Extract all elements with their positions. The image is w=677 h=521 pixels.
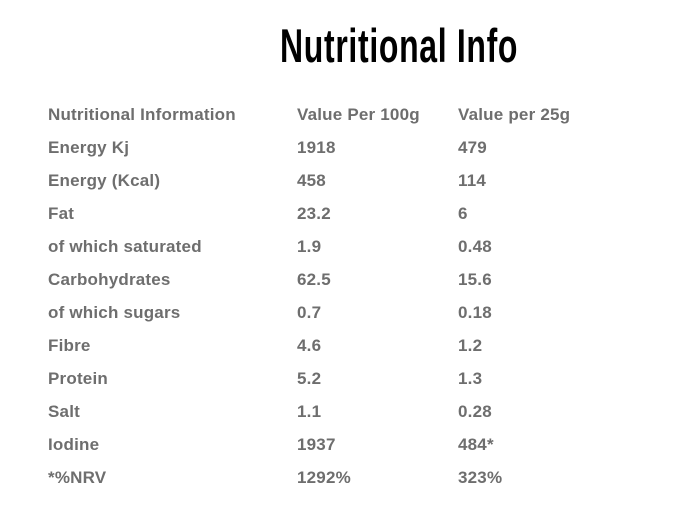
table-header-row: Nutritional Information Value Per 100g V… xyxy=(0,98,677,131)
row-value-per-100g: 458 xyxy=(297,171,326,190)
row-label: *%NRV xyxy=(48,468,107,487)
table-row-protein: Protein 5.2 1.3 xyxy=(0,362,677,395)
row-value-per-25g: 1.2 xyxy=(458,336,483,355)
row-label: Fibre xyxy=(48,336,91,355)
nutrition-table: Nutritional Information Value Per 100g V… xyxy=(0,98,677,494)
title-container: Nutritional Info xyxy=(0,20,677,72)
row-value-per-25g: 114 xyxy=(458,171,487,190)
row-value-per-100g: 1918 xyxy=(297,138,336,157)
table-row-fat: Fat 23.2 6 xyxy=(0,197,677,230)
table-row-energy-kj: Energy Kj 1918 479 xyxy=(0,131,677,164)
row-value-per-100g: 5.2 xyxy=(297,369,322,388)
row-value-per-25g: 484* xyxy=(458,435,494,454)
page-title: Nutritional Info xyxy=(280,19,519,72)
table-row-energy-kcal: Energy (Kcal) 458 114 xyxy=(0,164,677,197)
row-value-per-25g: 6 xyxy=(458,204,468,223)
row-value-per-25g: 0.18 xyxy=(458,303,492,322)
row-label: Iodine xyxy=(48,435,100,454)
table-row-salt: Salt 1.1 0.28 xyxy=(0,395,677,428)
row-value-per-100g: 1292% xyxy=(297,468,351,487)
row-value-per-25g: 0.28 xyxy=(458,402,492,421)
column-header-value-per-25g: Value per 25g xyxy=(458,105,571,124)
row-value-per-25g: 0.48 xyxy=(458,237,492,256)
row-label: Protein xyxy=(48,369,108,388)
row-value-per-100g: 1.1 xyxy=(297,402,322,421)
row-label: Energy (Kcal) xyxy=(48,171,161,190)
table-row-sugars: of which sugars 0.7 0.18 xyxy=(0,296,677,329)
row-value-per-100g: 1937 xyxy=(297,435,336,454)
row-label: Carbohydrates xyxy=(48,270,171,289)
row-value-per-25g: 15.6 xyxy=(458,270,492,289)
row-value-per-100g: 0.7 xyxy=(297,303,322,322)
row-label: Salt xyxy=(48,402,80,421)
table-row-saturated: of which saturated 1.9 0.48 xyxy=(0,230,677,263)
table-row-iodine: Iodine 1937 484* xyxy=(0,428,677,461)
table-row-carbohydrates: Carbohydrates 62.5 15.6 xyxy=(0,263,677,296)
table-row-fibre: Fibre 4.6 1.2 xyxy=(0,329,677,362)
row-value-per-100g: 62.5 xyxy=(297,270,331,289)
column-header-value-per-100g: Value Per 100g xyxy=(297,105,420,124)
row-value-per-25g: 323% xyxy=(458,468,503,487)
row-value-per-100g: 23.2 xyxy=(297,204,331,223)
row-label: of which saturated xyxy=(48,237,202,256)
row-label: Energy Kj xyxy=(48,138,130,157)
row-value-per-100g: 1.9 xyxy=(297,237,322,256)
row-label: of which sugars xyxy=(48,303,181,322)
table-row-nrv: *%NRV 1292% 323% xyxy=(0,461,677,494)
column-header-nutritional-information: Nutritional Information xyxy=(48,105,236,124)
row-value-per-25g: 1.3 xyxy=(458,369,483,388)
row-label: Fat xyxy=(48,204,75,223)
row-value-per-100g: 4.6 xyxy=(297,336,322,355)
row-value-per-25g: 479 xyxy=(458,138,487,157)
